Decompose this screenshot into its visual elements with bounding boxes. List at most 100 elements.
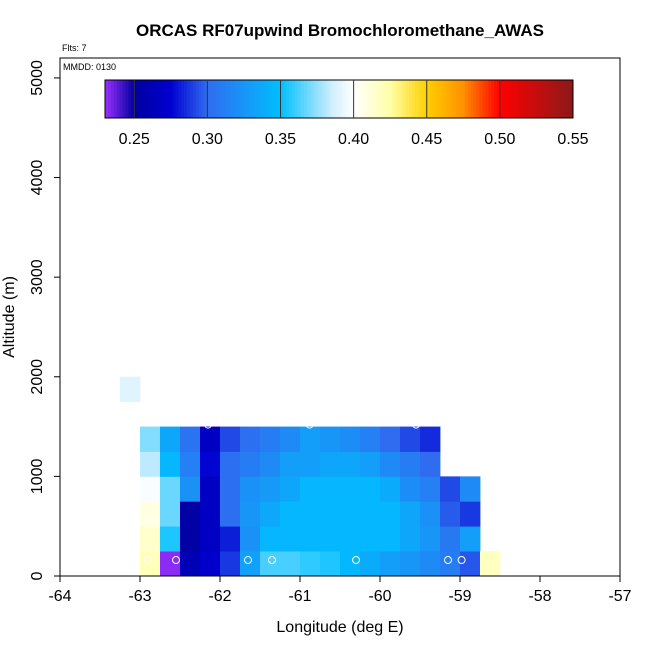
- colorbar-segment: [397, 80, 401, 118]
- colorbar-segment: [485, 80, 489, 118]
- heatmap-cell: [320, 501, 341, 527]
- colorbar-segment: [198, 80, 203, 118]
- heatmap-cell: [240, 451, 261, 477]
- colorbar-segment: [318, 80, 322, 118]
- heatmap-cell: [160, 476, 181, 502]
- heatmap-cell: [380, 476, 401, 502]
- colorbar-segment: [333, 80, 337, 118]
- colorbar-segment: [227, 80, 232, 118]
- colorbar-segment: [172, 80, 176, 118]
- heatmap-cell: [200, 476, 221, 502]
- colorbar-segment: [268, 80, 273, 118]
- colorbar-segment: [107, 80, 112, 118]
- colorbar-segment: [488, 80, 492, 118]
- heatmap-cell: [440, 476, 461, 502]
- colorbar-segment: [394, 80, 398, 118]
- colorbar-frame: [104, 79, 574, 119]
- heatmap-cell: [360, 476, 381, 502]
- colorbar-segment: [163, 80, 167, 118]
- heatmap-cell: [240, 526, 261, 552]
- x-tick-label: -57: [608, 588, 631, 605]
- x-tick-label: -59: [448, 588, 471, 605]
- colorbar-tick-label: 0.50: [484, 131, 515, 148]
- colorbar-segment: [564, 80, 568, 118]
- heatmap-cell: [300, 426, 321, 452]
- heatmap-cell: [480, 551, 501, 577]
- colorbar: 0.25 0.30 0.35 0.40 0.45 0.50 0.55: [104, 79, 589, 148]
- colorbar-segment: [429, 80, 434, 118]
- colorbar-segment: [222, 80, 226, 118]
- heatmap-cell: [160, 551, 181, 577]
- heatmap-cell: [440, 526, 461, 552]
- x-tick-label: -60: [368, 588, 391, 605]
- colorbar-segment: [125, 80, 129, 118]
- colorbar-segment: [461, 80, 466, 118]
- heatmap-cell: [380, 551, 401, 577]
- colorbar-segment: [271, 80, 276, 118]
- heatmap-cell: [160, 526, 181, 552]
- heatmap-cell: [300, 501, 321, 527]
- colorbar-segment: [415, 80, 419, 118]
- colorbar-segment: [192, 80, 197, 118]
- colorbar-segment: [482, 80, 486, 118]
- colorbar-segment: [110, 80, 115, 118]
- colorbar-segment: [195, 80, 200, 118]
- heatmap-cell: [320, 426, 341, 452]
- colorbar-segment: [230, 80, 235, 118]
- heatmap-cell: [420, 501, 441, 527]
- heatmap-cell: [400, 451, 421, 477]
- colorbar-segment: [494, 80, 498, 118]
- colorbar-segment: [377, 80, 381, 118]
- colorbar-segment: [154, 80, 159, 118]
- colorbar-segment: [183, 80, 188, 118]
- heatmap-cell: [140, 551, 161, 577]
- heatmap-cell: [260, 451, 281, 477]
- heatmap-cell: [240, 501, 261, 527]
- sample-point: [305, 420, 314, 429]
- colorbar-segment: [426, 80, 431, 118]
- x-tick-label: -58: [528, 588, 551, 605]
- colorbar-segment: [499, 80, 504, 118]
- colorbar-segment: [379, 80, 384, 118]
- heatmap-cell: [220, 426, 241, 452]
- sample-point: [244, 556, 252, 565]
- colorbar-segment: [388, 80, 393, 118]
- colorbar-segment: [248, 80, 252, 118]
- colorbar-segment: [420, 80, 425, 118]
- colorbar-segment: [432, 80, 437, 118]
- colorbar-segment: [371, 80, 375, 118]
- sample-points: [144, 420, 466, 565]
- flights-note: Flts: 7: [62, 43, 87, 53]
- colorbar-segment: [491, 80, 495, 118]
- colorbar-segment: [201, 80, 205, 118]
- y-axis: 0 1000 2000 3000 4000 5000: [29, 60, 60, 580]
- colorbar-segment: [265, 80, 270, 118]
- sample-point: [268, 556, 276, 565]
- heatmap-cell: [180, 526, 201, 552]
- heatmap-cell: [440, 501, 461, 527]
- heatmap-cells: [120, 376, 501, 577]
- colorbar-segment: [391, 80, 396, 118]
- colorbar-segment: [336, 80, 340, 118]
- heatmap-cell: [320, 526, 341, 552]
- colorbar-segment: [327, 80, 331, 118]
- colorbar-segment: [166, 80, 170, 118]
- colorbar-segment: [476, 80, 480, 118]
- y-tick-label: 5000: [29, 60, 46, 96]
- colorbar-segment: [233, 80, 238, 118]
- colorbar-segment: [382, 80, 387, 118]
- sample-point: [444, 556, 452, 565]
- colorbar-segment: [160, 80, 164, 118]
- colorbar-segment: [435, 80, 439, 118]
- heatmap-cell: [460, 526, 481, 552]
- heatmap-cell: [380, 526, 401, 552]
- colorbar-segment: [470, 80, 475, 118]
- colorbar-segment: [537, 80, 542, 118]
- colorbar-segment: [526, 80, 530, 118]
- colorbar-segment: [321, 80, 325, 118]
- colorbar-segment: [309, 80, 314, 118]
- colorbar-segment: [350, 80, 355, 118]
- heatmap-cell: [220, 526, 241, 552]
- colorbar-segment: [143, 80, 147, 118]
- heatmap-cell: [320, 476, 341, 502]
